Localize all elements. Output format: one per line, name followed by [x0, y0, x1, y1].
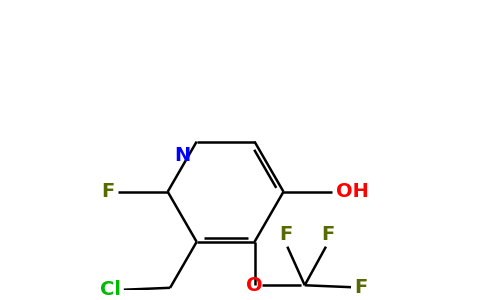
Text: Cl: Cl — [100, 280, 121, 299]
Text: F: F — [279, 225, 292, 244]
Text: O: O — [246, 276, 263, 295]
Text: OH: OH — [335, 182, 368, 201]
Text: N: N — [175, 146, 191, 165]
Text: F: F — [321, 225, 334, 244]
Text: F: F — [102, 182, 115, 201]
Text: F: F — [354, 278, 367, 297]
